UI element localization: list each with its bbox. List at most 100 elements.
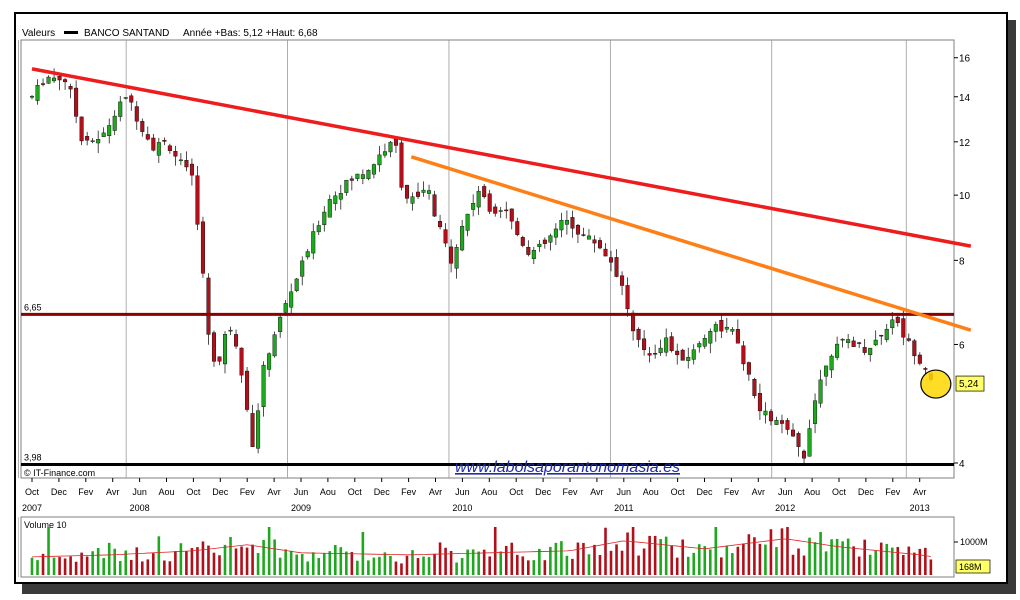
candle <box>123 97 128 100</box>
volume-series <box>30 527 933 575</box>
x-tick-label: Fev <box>724 487 740 497</box>
candle <box>57 74 62 91</box>
candle-body <box>228 329 233 332</box>
candle-body <box>140 121 145 132</box>
candle-body <box>300 260 305 277</box>
candle-body <box>757 393 762 412</box>
credit-label: © IT-Finance.com <box>24 468 95 478</box>
candle <box>278 314 283 338</box>
candle-body <box>564 220 569 225</box>
candle <box>796 431 801 457</box>
candle-body <box>355 173 360 179</box>
volume-bar <box>333 544 337 575</box>
candle <box>245 366 250 412</box>
candle <box>410 192 415 211</box>
series-swatch <box>64 31 78 34</box>
candle-body <box>531 249 536 259</box>
candle-body <box>829 355 834 371</box>
candle-body <box>79 116 84 142</box>
candle <box>118 95 123 122</box>
volume-moving-average <box>31 538 931 558</box>
candle-body <box>741 345 746 365</box>
candle <box>813 393 818 434</box>
volume-bar <box>802 555 806 575</box>
candle <box>416 182 421 199</box>
candle <box>471 194 476 217</box>
candle <box>311 223 316 260</box>
candle <box>537 240 542 252</box>
candle-body <box>443 229 448 244</box>
candle-body <box>399 142 404 188</box>
candle-body <box>118 101 123 117</box>
volume-bar <box>427 557 431 575</box>
candle <box>156 137 161 164</box>
volume-bar <box>907 546 911 575</box>
volume-bar <box>129 559 133 575</box>
volume-bar <box>69 556 72 575</box>
x-tick-label: Fev <box>562 487 578 497</box>
candle-body <box>294 278 299 291</box>
volume-bar <box>449 550 453 575</box>
candle-body <box>322 211 327 225</box>
candle-body <box>289 291 294 308</box>
y-tick-label: 4 <box>959 459 965 470</box>
volume-bar <box>383 552 387 575</box>
volume-bar <box>455 562 458 575</box>
volume-bar <box>791 554 795 575</box>
candle-body <box>173 151 178 157</box>
volume-bar <box>466 549 469 575</box>
candle-body <box>553 228 558 238</box>
volume-bar <box>620 550 624 575</box>
volume-bar <box>229 537 232 575</box>
candle <box>162 137 167 146</box>
x-tick-label: Oct <box>348 487 363 497</box>
y-axis: 4 6 8 10 12 14 16 <box>954 54 971 470</box>
candle <box>873 330 878 347</box>
volume-bar <box>835 538 839 575</box>
candle-body <box>156 142 161 156</box>
volume-bar <box>460 558 464 575</box>
candle-body <box>708 330 713 344</box>
candle <box>487 189 492 215</box>
year-label: 2010 <box>452 503 472 513</box>
candle-body <box>316 225 321 233</box>
volume-bar <box>345 551 348 575</box>
ticker-label: BANCO SANTAND <box>84 28 169 39</box>
volume-bar <box>223 544 227 575</box>
candle-body <box>890 319 895 329</box>
candle <box>443 223 448 248</box>
candle <box>835 336 840 361</box>
volume-bar <box>631 527 635 575</box>
candle <box>432 190 437 218</box>
candle <box>520 235 525 248</box>
candle <box>857 341 862 349</box>
x-tick-label: Oct <box>671 487 686 497</box>
volume-bar <box>267 527 271 575</box>
candle <box>217 356 222 366</box>
candle-body <box>807 428 812 457</box>
candle <box>752 377 757 399</box>
volume-bar <box>753 537 756 575</box>
year-label: 2008 <box>130 503 150 513</box>
volume-bar <box>311 552 315 575</box>
volume-bar <box>477 551 480 575</box>
candle-body <box>570 217 575 229</box>
candle <box>421 181 426 197</box>
volume-bar <box>284 549 287 575</box>
year-label: 2007 <box>22 503 42 513</box>
volume-bar <box>356 560 359 575</box>
candle-body <box>697 343 702 348</box>
candle-body <box>112 115 117 131</box>
candle-body <box>333 195 338 204</box>
volume-bar <box>543 560 547 575</box>
volume-bar <box>571 558 574 575</box>
y-tick-label: 14 <box>959 93 971 104</box>
candle-body <box>719 319 724 332</box>
candle <box>509 208 514 230</box>
candle-body <box>840 338 845 341</box>
volume-bar <box>245 547 249 575</box>
x-tick-label: Avr <box>429 487 442 497</box>
volume-bar <box>725 545 729 575</box>
candle-body <box>421 189 426 193</box>
candle <box>548 233 553 251</box>
